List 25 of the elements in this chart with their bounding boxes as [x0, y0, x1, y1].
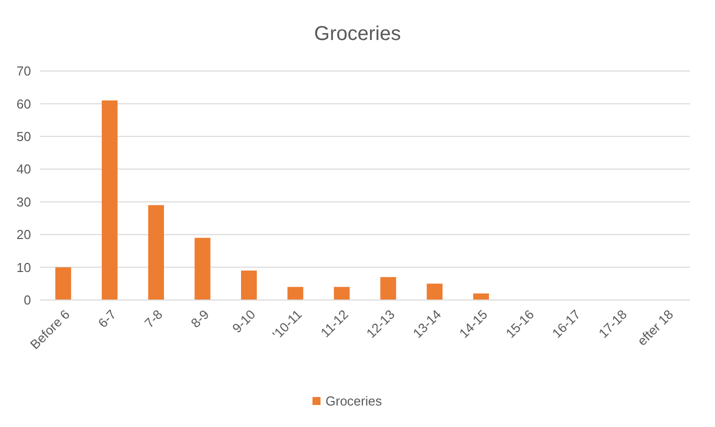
bar [380, 277, 396, 300]
y-tick-label: 50 [16, 128, 31, 144]
y-tick-label: 40 [16, 162, 31, 177]
bar [102, 100, 118, 300]
bar [194, 238, 210, 300]
y-tick-label: 20 [16, 227, 31, 242]
bar [426, 284, 443, 300]
chart-title: Groceries [314, 23, 401, 45]
y-tick-label: 70 [16, 64, 31, 79]
x-tick-label: 8-9 [188, 306, 212, 331]
y-tick-label: 30 [16, 194, 31, 210]
bar [473, 293, 489, 300]
legend-label: Groceries [326, 394, 382, 409]
y-tick-label: 10 [16, 260, 31, 275]
x-tick-label: 9-10 [229, 306, 258, 336]
y-tick-label: 60 [16, 96, 31, 112]
bar [334, 286, 350, 300]
bar [241, 270, 257, 300]
bar [287, 286, 304, 300]
y-tick-label: 0 [24, 292, 31, 308]
bar [148, 205, 164, 300]
x-tick-label: efter 18 [634, 306, 676, 349]
x-tick-label: 6-7 [95, 306, 119, 331]
x-tick-label: 7-8 [142, 306, 166, 331]
bar [55, 267, 72, 300]
